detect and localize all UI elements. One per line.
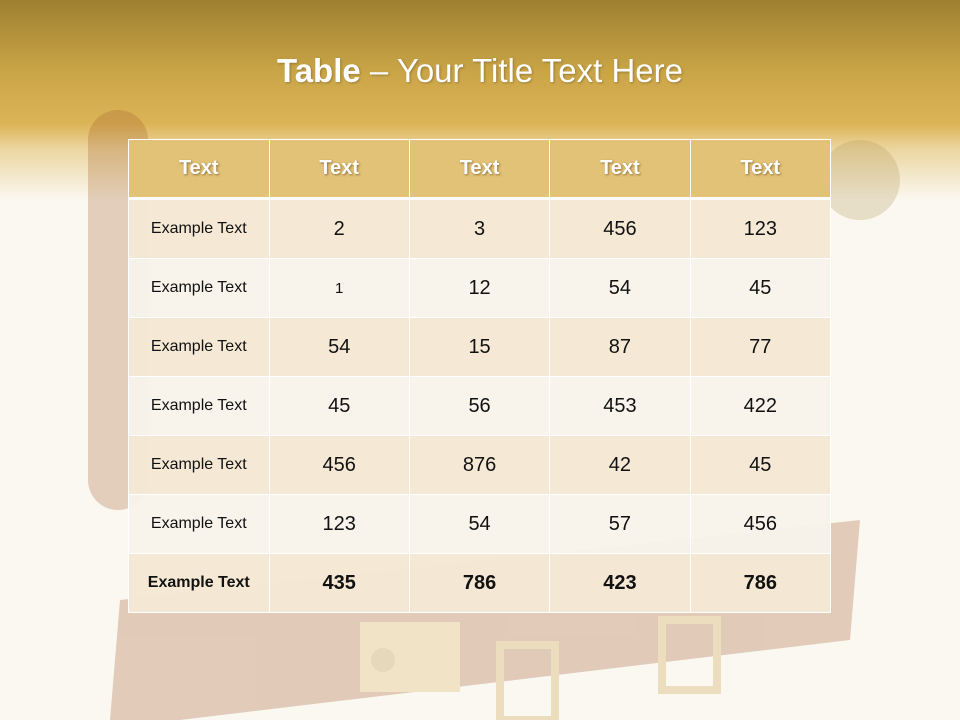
table-row: Example Text 1 12 54 45 xyxy=(128,258,832,318)
value-cell: 422 xyxy=(689,376,832,436)
table-row: Example Text 45 56 453 422 xyxy=(128,376,832,436)
header-row: Text Text Text Text Text xyxy=(128,139,832,200)
value-cell: 54 xyxy=(268,317,410,377)
title-bold: Table xyxy=(277,52,361,89)
value-cell: 77 xyxy=(689,317,832,377)
header-cell: Text xyxy=(268,139,410,200)
header-cell: Text xyxy=(128,139,270,200)
table-row: Example Text 54 15 87 77 xyxy=(128,317,832,377)
value-cell: 45 xyxy=(268,376,410,436)
value-cell: 456 xyxy=(268,435,410,495)
header-cell: Text xyxy=(549,139,691,200)
value-cell: 786 xyxy=(408,553,551,613)
header-cell: Text xyxy=(408,139,551,200)
value-cell: 12 xyxy=(408,258,551,318)
value-cell: 87 xyxy=(549,317,691,377)
value-cell: 54 xyxy=(549,258,691,318)
value-cell: 54 xyxy=(408,494,551,554)
value-cell: 57 xyxy=(549,494,691,554)
value-cell: 876 xyxy=(408,435,551,495)
value-cell: 15 xyxy=(408,317,551,377)
table-row: Example Text 123 54 57 456 xyxy=(128,494,832,554)
value-cell: 453 xyxy=(549,376,691,436)
value-cell: 1 xyxy=(268,258,410,318)
value-cell: 456 xyxy=(549,198,691,259)
value-cell: 2 xyxy=(268,198,410,259)
value-cell: 123 xyxy=(689,198,832,259)
row-label-cell: Example Text xyxy=(128,494,270,554)
total-row: Example Text 435 786 423 786 xyxy=(128,553,832,613)
value-cell: 45 xyxy=(689,435,832,495)
slide-title: Table – Your Title Text Here xyxy=(0,52,960,90)
row-label-cell: Example Text xyxy=(128,258,270,318)
row-label-cell: Example Text xyxy=(128,435,270,495)
row-label-cell: Example Text xyxy=(128,198,270,259)
title-rest: – Your Title Text Here xyxy=(360,52,683,89)
table-row: Example Text 2 3 456 123 xyxy=(128,198,832,259)
table-row: Example Text 456 876 42 45 xyxy=(128,435,832,495)
data-table: Text Text Text Text Text Example Text 2 3 4… xyxy=(128,139,832,613)
value-cell: 3 xyxy=(408,198,551,259)
row-label-cell: Example Text xyxy=(128,553,270,613)
value-cell: 123 xyxy=(268,494,410,554)
row-label-cell: Example Text xyxy=(128,376,270,436)
row-label-cell: Example Text xyxy=(128,317,270,377)
value-cell: 423 xyxy=(549,553,691,613)
value-cell: 435 xyxy=(268,553,410,613)
value-cell: 45 xyxy=(689,258,832,318)
value-cell: 56 xyxy=(408,376,551,436)
header-cell: Text xyxy=(689,139,832,200)
value-cell: 42 xyxy=(549,435,691,495)
value-cell: 786 xyxy=(689,553,832,613)
value-cell: 456 xyxy=(689,494,832,554)
